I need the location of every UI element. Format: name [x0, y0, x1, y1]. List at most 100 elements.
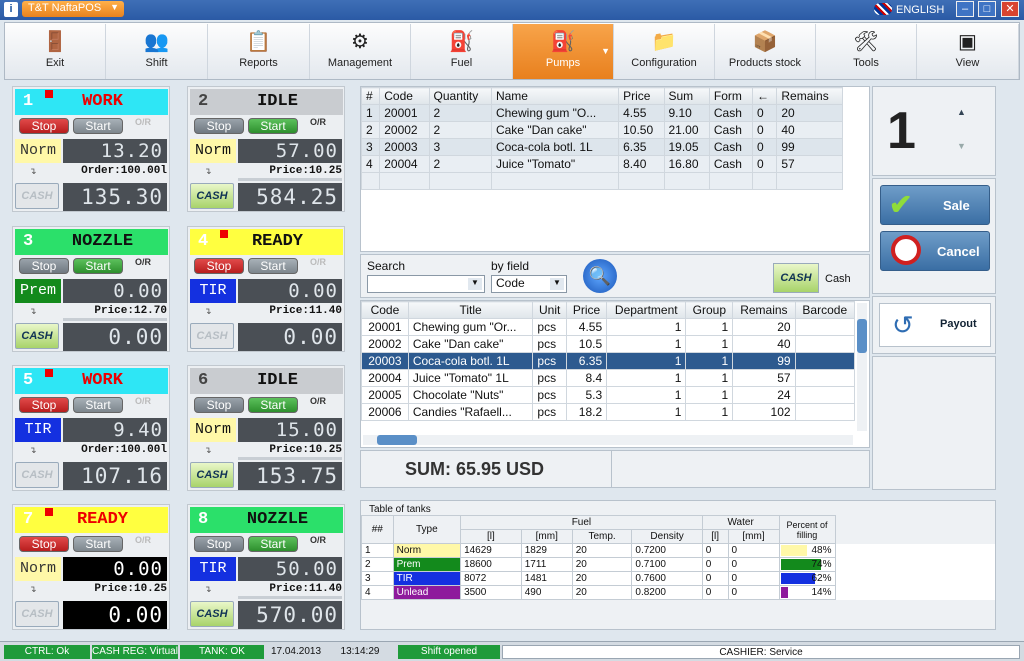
search-input[interactable]: ▼ [367, 275, 485, 293]
product-row[interactable]: 20006 Candies "Rafaell... pcs 18.2 1 1 102 [361, 403, 856, 421]
pump-start-button[interactable]: Start [248, 536, 298, 552]
pump-start-button[interactable]: Start [248, 118, 298, 134]
cart-column-header[interactable]: Code [379, 87, 430, 105]
pump-start-button[interactable]: Start [73, 258, 123, 274]
pump-cash-button[interactable]: CASH [190, 183, 234, 209]
maximize-button[interactable]: □ [978, 1, 996, 17]
product-row[interactable]: 20002 Cake "Dan cake" pcs 10.5 1 1 40 [361, 335, 856, 353]
products-column-header[interactable]: Group [685, 301, 734, 319]
toolbar-view-button[interactable]: ▣ View [917, 24, 1019, 79]
toolbar-exit-button[interactable]: 🚪 Exit [5, 24, 106, 79]
toolbar-shift-button[interactable]: 👥 Shift [106, 24, 208, 79]
pump-cash-button[interactable]: CASH [15, 601, 59, 627]
toolbar-reports-button[interactable]: 📋 Reports [208, 24, 310, 79]
products-column-header[interactable]: Barcode [794, 301, 856, 319]
cart-column-header[interactable]: ← [751, 87, 778, 105]
pump-cash-button[interactable]: CASH [15, 323, 59, 349]
payout-button[interactable]: ↺ Payout [879, 303, 991, 347]
products-column-header[interactable]: Price [565, 301, 608, 319]
pump-cash-button[interactable]: CASH [190, 462, 234, 488]
cart-column-header[interactable]: # [360, 87, 381, 105]
pump-card-6[interactable]: 6 IDLE Stop Start O/R Norm 15.00 ↴ Price:10.25 CA… [187, 365, 345, 491]
pump-card-1[interactable]: 1 WORK Stop Start O/R Norm 13.20 ↴ Order:100.00l… [12, 86, 170, 212]
toolbar-fuel-button[interactable]: ⛽ Fuel [411, 24, 513, 79]
order-reset-icon[interactable]: O/R [310, 257, 327, 267]
toolbar-configuration-button[interactable]: 📁 Configuration [614, 24, 715, 79]
cart-column-header[interactable]: Remains [776, 87, 843, 105]
vertical-scrollbar[interactable] [857, 303, 867, 431]
cart-column-header[interactable]: Name [490, 87, 620, 105]
cart-row[interactable]: 3 20003 3 Coca-cola botl. 1L 6.35 19.05 Cash 0 9… [360, 138, 843, 156]
horizontal-scrollbar[interactable] [363, 435, 853, 445]
pump-cash-button[interactable]: CASH [190, 601, 234, 627]
order-reset-icon[interactable]: O/R [310, 117, 327, 127]
pump-cash-button[interactable]: CASH [190, 323, 234, 349]
pump-start-button[interactable]: Start [248, 397, 298, 413]
products-column-header[interactable]: Code [361, 301, 409, 319]
pump-stop-button[interactable]: Stop [194, 397, 244, 413]
cart-column-header[interactable]: Quantity [428, 87, 492, 105]
order-reset-icon[interactable]: O/R [135, 257, 152, 267]
products-column-header[interactable]: Unit [532, 301, 567, 319]
hscrollbar-thumb[interactable] [377, 435, 417, 445]
cart-column-header[interactable]: Sum [663, 87, 710, 105]
minimize-button[interactable]: – [956, 1, 974, 17]
app-menu-button[interactable]: T&T NaftaPOS ▼ [22, 1, 124, 17]
tank-row[interactable]: 1 Norm 14629 1829 20 0.7200 0 0 48% [361, 543, 995, 558]
products-column-header[interactable]: Title [407, 301, 534, 319]
product-row[interactable]: 20004 Juice "Tomato" 1L pcs 8.4 1 1 57 [361, 369, 856, 387]
product-row[interactable]: 20005 Chocolate "Nuts" pcs 5.3 1 1 24 [361, 386, 856, 404]
tank-row[interactable]: 2 Prem 18600 1711 20 0.7100 0 0 74% [361, 557, 995, 572]
cart-row[interactable]: 1 20001 2 Chewing gum "O... 4.55 9.10 Cash 0 20 [360, 104, 843, 122]
pump-card-4[interactable]: 4 READY Stop Start O/R TIR 0.00 ↴ Price:11.40 CAS… [187, 226, 345, 352]
cart-column-header[interactable]: Price [618, 87, 665, 105]
order-reset-icon[interactable]: O/R [135, 396, 152, 406]
scrollbar-thumb[interactable] [857, 319, 867, 353]
pump-card-8[interactable]: 8 NOZZLE Stop Start O/R TIR 50.00 ↴ Price:11.40 C… [187, 504, 345, 630]
cart-row[interactable]: 2 20002 2 Cake "Dan cake" 10.50 21.00 Cash 0 40 [360, 121, 843, 139]
tank-row[interactable]: 4 Unlead 3500 490 20 0.8200 0 0 14% [361, 585, 995, 600]
pump-stop-button[interactable]: Stop [194, 258, 244, 274]
pump-start-button[interactable]: Start [73, 536, 123, 552]
pump-stop-button[interactable]: Stop [19, 536, 69, 552]
cancel-button[interactable]: Cancel [880, 231, 990, 271]
language-selector[interactable]: ENGLISH [874, 0, 944, 20]
sale-button[interactable]: ✔ Sale [880, 185, 990, 225]
products-column-header[interactable]: Department [606, 301, 687, 319]
pump-card-3[interactable]: 3 NOZZLE Stop Start O/R Prem 0.00 ↴ Price:12.70 C… [12, 226, 170, 352]
pump-cash-button[interactable]: CASH [15, 183, 59, 209]
tank-row[interactable]: 3 TIR 8072 1481 20 0.7600 0 0 62% [361, 571, 995, 586]
order-reset-icon[interactable]: O/R [135, 117, 152, 127]
pump-stop-button[interactable]: Stop [19, 118, 69, 134]
pump-up-icon[interactable]: ▲ [957, 107, 966, 117]
order-reset-icon[interactable]: O/R [135, 535, 152, 545]
pump-card-2[interactable]: 2 IDLE Stop Start O/R Norm 57.00 ↴ Price:10.25 CA… [187, 86, 345, 212]
pump-start-button[interactable]: Start [73, 118, 123, 134]
cart-empty-row[interactable] [360, 172, 843, 190]
pump-start-button[interactable]: Start [248, 258, 298, 274]
pump-stop-button[interactable]: Stop [19, 258, 69, 274]
search-button[interactable]: 🔍 [583, 259, 617, 293]
close-button[interactable]: ✕ [1001, 1, 1019, 17]
order-reset-icon[interactable]: O/R [310, 535, 327, 545]
pump-down-icon[interactable]: ▼ [957, 141, 966, 151]
pump-start-button[interactable]: Start [73, 397, 123, 413]
product-row[interactable]: 20003 Coca-cola botl. 1L pcs 6.35 1 1 99 [361, 352, 856, 370]
toolbar-products-button[interactable]: 📦 Products stock [715, 24, 816, 79]
toolbar-management-button[interactable]: ⚙ Management [310, 24, 411, 79]
pump-card-5[interactable]: 5 WORK Stop Start O/R TIR 9.40 ↴ Order:100.00l CA… [12, 365, 170, 491]
pump-stop-button[interactable]: Stop [194, 118, 244, 134]
cart-row[interactable]: 4 20004 2 Juice "Tomato" 8.40 16.80 Cash 0 57 [360, 155, 843, 173]
toolbar-tools-button[interactable]: 🛠 Tools [816, 24, 917, 79]
cash-payment-button[interactable]: CASH [773, 263, 819, 293]
pump-stop-button[interactable]: Stop [194, 536, 244, 552]
order-reset-icon[interactable]: O/R [310, 396, 327, 406]
cart-column-header[interactable]: Form [708, 87, 753, 105]
pump-card-7[interactable]: 7 READY Stop Start O/R Norm 0.00 ↴ Price:10.25 CA… [12, 504, 170, 630]
pump-stop-button[interactable]: Stop [19, 397, 69, 413]
toolbar-pumps-button[interactable]: ⛽ Pumps ▼ [513, 24, 614, 79]
field-select[interactable]: Code ▼ [491, 275, 567, 293]
products-column-header[interactable]: Remains [732, 301, 796, 319]
product-row[interactable]: 20001 Chewing gum "Or... pcs 4.55 1 1 20 [361, 318, 856, 336]
pump-cash-button[interactable]: CASH [15, 462, 59, 488]
